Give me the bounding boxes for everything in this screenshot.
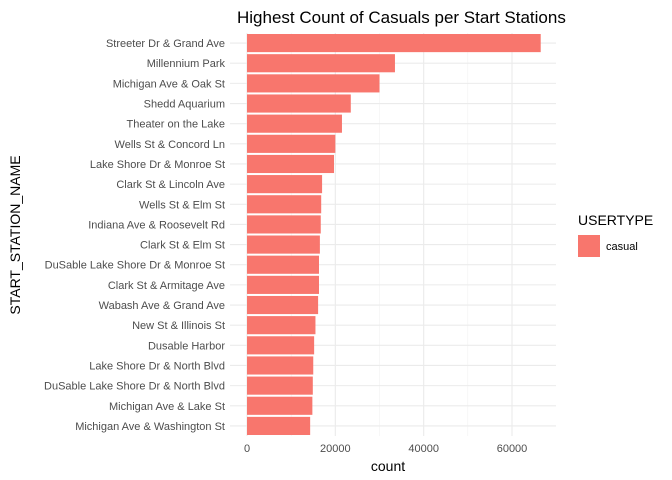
- bar: [247, 295, 319, 315]
- y-tick-label: Millennium Park: [147, 58, 226, 70]
- x-tick-label: 40000: [408, 443, 439, 455]
- bar: [247, 255, 319, 274]
- bar: [247, 175, 323, 194]
- x-tick-label: 20000: [320, 443, 351, 455]
- y-tick-label: Wells St & Elm St: [139, 199, 225, 211]
- y-tick-label: Michigan Ave & Lake St: [109, 401, 225, 413]
- y-tick-label: Wabash Ave & Grand Ave: [99, 300, 225, 312]
- bar: [247, 34, 541, 53]
- y-tick-label: Shedd Aquarium: [144, 99, 225, 111]
- bar: [247, 74, 380, 93]
- bar: [247, 94, 351, 113]
- bar: [247, 396, 313, 415]
- bar: [247, 336, 315, 355]
- bar: [247, 356, 314, 375]
- y-tick-label: Clark St & Lincoln Ave: [116, 179, 225, 191]
- y-tick-label: Streeter Dr & Grand Ave: [106, 38, 225, 50]
- bar: [247, 275, 319, 294]
- legend: USERTYPE casual: [578, 212, 653, 257]
- chart-title: Highest Count of Casuals per Start Stati…: [237, 8, 566, 27]
- grid-lines: [230, 33, 556, 436]
- x-tick-label: 60000: [497, 443, 528, 455]
- y-axis-title: START_STATION_NAME: [7, 155, 23, 314]
- y-tick-label: Clark St & Armitage Ave: [108, 280, 225, 292]
- legend-title: USERTYPE: [578, 212, 653, 228]
- bar: [247, 416, 311, 435]
- y-tick-labels: Streeter Dr & Grand Ave Millennium Park Mi…: [44, 38, 225, 433]
- bar: [247, 134, 336, 153]
- legend-key-casual: [578, 235, 600, 257]
- bar: [247, 235, 320, 254]
- bar: [247, 195, 322, 214]
- y-tick-label: Clark St & Elm St: [140, 240, 225, 252]
- bar: [247, 215, 321, 234]
- y-tick-label: Michigan Ave & Oak St: [113, 78, 225, 90]
- legend-label-casual: casual: [606, 241, 638, 253]
- y-tick-label: DuSable Lake Shore Dr & North Blvd: [44, 381, 225, 393]
- y-tick-label: Dusable Harbor: [148, 340, 225, 352]
- y-tick-label: Lake Shore Dr & North Blvd: [89, 360, 225, 372]
- y-tick-label: Michigan Ave & Washington St: [75, 421, 225, 433]
- y-tick-label: Lake Shore Dr & Monroe St: [90, 159, 225, 171]
- bar: [247, 154, 335, 174]
- x-axis-title: count: [371, 458, 405, 474]
- bars: [247, 34, 541, 435]
- x-tick-labels: 0 20000 40000 60000: [244, 443, 527, 455]
- x-tick-label: 0: [244, 443, 250, 455]
- y-tick-label: Theater on the Lake: [127, 119, 225, 131]
- bar: [247, 376, 313, 395]
- bar: [247, 54, 395, 73]
- y-tick-label: New St & Illinois St: [132, 320, 225, 332]
- y-tick-label: Indiana Ave & Roosevelt Rd: [88, 219, 225, 231]
- bar: [247, 114, 342, 133]
- bar: [247, 316, 316, 335]
- y-tick-label: Wells St & Concord Ln: [115, 139, 225, 151]
- y-tick-label: DuSable Lake Shore Dr & Monroe St: [45, 260, 225, 272]
